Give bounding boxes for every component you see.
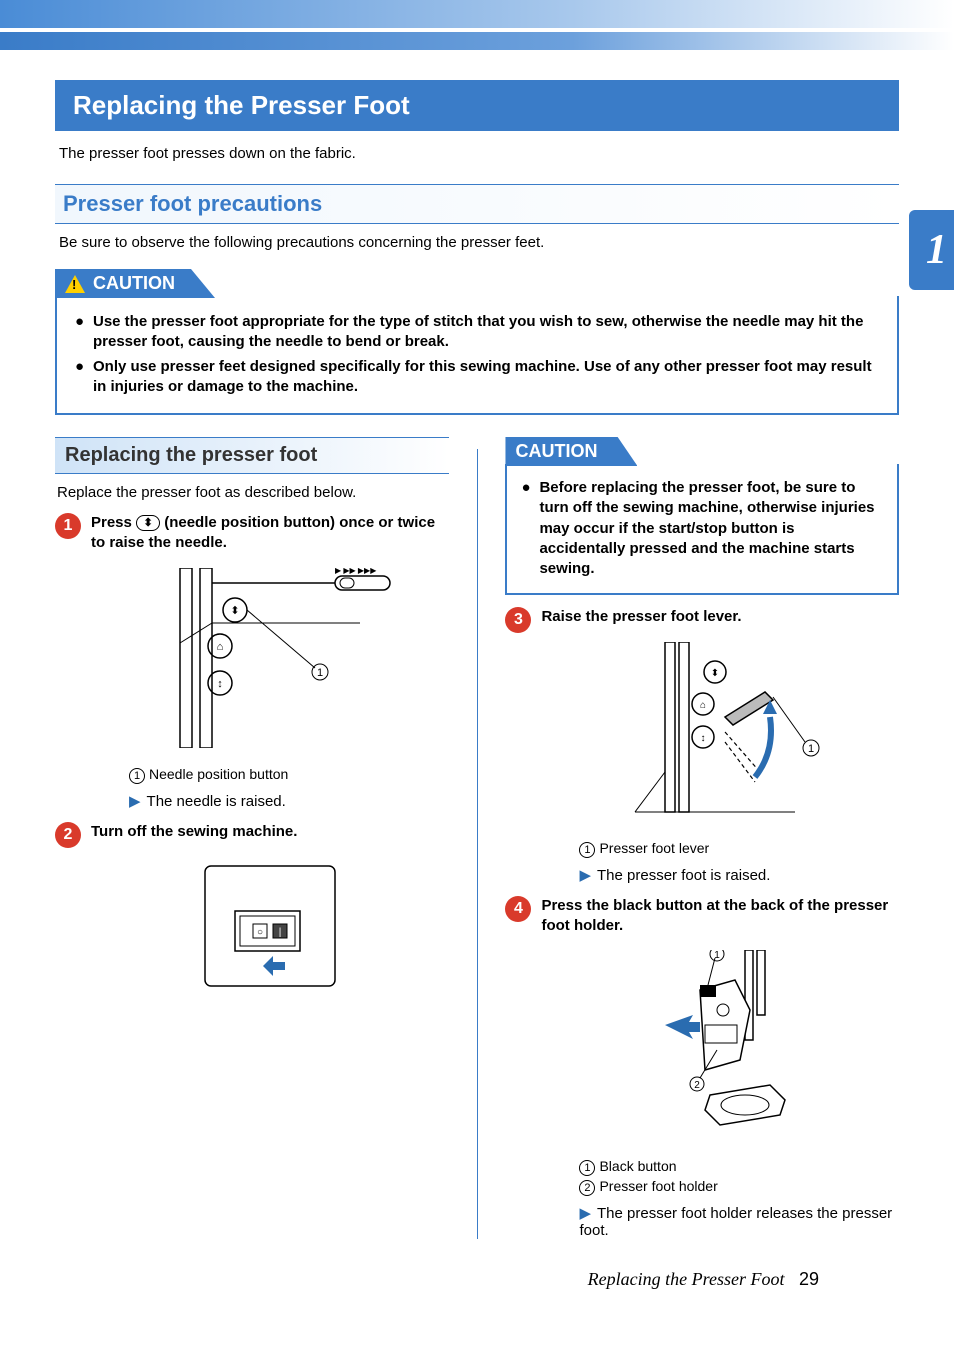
svg-text:|: |: [278, 927, 281, 938]
svg-text:↕: ↕: [217, 678, 223, 690]
step-1-figure: ▶ ▶▶ ▶▶▶ ⬍ ⌂ ↕ 1: [91, 568, 449, 752]
arrow-icon: ▶: [129, 793, 141, 810]
caution-right-text: Before replacing the presser foot, be su…: [521, 478, 883, 579]
intro-text: The presser foot presses down on the fab…: [59, 145, 895, 162]
main-title-text: Replacing the Presser Foot: [73, 90, 410, 120]
caution-item: Only use presser feet designed specifica…: [75, 357, 879, 398]
page-number: 29: [799, 1269, 819, 1289]
step-1-callouts: 1Needle position button: [129, 766, 449, 784]
chapter-tab: 1: [909, 210, 954, 290]
svg-text:⬍: ⬍: [711, 668, 719, 679]
caution-box-right: Before replacing the presser foot, be su…: [505, 464, 899, 595]
warning-icon: [65, 275, 85, 293]
step-4: 4 Press the black button at the back of …: [505, 896, 899, 1240]
caution-label: CAUTION: [515, 441, 597, 462]
step-3: 3 Raise the presser foot lever. ⬍ ⌂ ↕: [505, 607, 899, 883]
step-2: 2 Turn off the sewing machine. ○ |: [55, 822, 449, 1014]
columns: Replacing the presser foot Replace the p…: [55, 437, 899, 1239]
step-1-text: Press ⬍ (needle position button) once or…: [91, 513, 449, 554]
step-1: 1 Press ⬍ (needle position button) once …: [55, 513, 449, 810]
needle-position-icon: ⬍: [136, 515, 160, 531]
step-3-text: Raise the presser foot lever.: [541, 607, 899, 627]
step-3-callouts: 1Presser foot lever: [579, 840, 899, 858]
step-badge: 3: [505, 607, 531, 633]
step-4-text: Press the black button at the back of th…: [541, 896, 899, 937]
precautions-intro: Be sure to observe the following precaut…: [59, 234, 895, 251]
page-footer: Replacing the Presser Foot 29: [55, 1269, 899, 1290]
step-4-figure: 1 2: [541, 950, 899, 1144]
svg-text:▶ ▶▶ ▶▶▶: ▶ ▶▶ ▶▶▶: [335, 568, 377, 575]
precautions-heading: Presser foot precautions: [55, 184, 899, 224]
svg-text:2: 2: [694, 1080, 700, 1091]
step-4-callouts: 1Black button 2Presser foot holder: [579, 1158, 899, 1196]
step-badge: 4: [505, 896, 531, 922]
svg-text:1: 1: [317, 667, 323, 679]
caution-box: Use the presser foot appropriate for the…: [55, 296, 899, 415]
step-badge: 1: [55, 513, 81, 539]
left-column: Replacing the presser foot Replace the p…: [55, 437, 449, 1239]
main-title: Replacing the Presser Foot: [55, 80, 899, 131]
arrow-icon: ▶: [579, 867, 591, 884]
header-bar-1: [0, 0, 954, 28]
svg-text:↕: ↕: [701, 733, 706, 744]
svg-text:⌂: ⌂: [216, 641, 223, 653]
step-badge: 2: [55, 822, 81, 848]
caution-item: Use the presser foot appropriate for the…: [75, 312, 879, 353]
column-divider: [477, 449, 478, 1239]
svg-text:⌂: ⌂: [700, 700, 706, 711]
header-bar-2: [0, 32, 954, 50]
step-3-figure: ⬍ ⌂ ↕: [541, 642, 899, 826]
step-3-result: ▶The presser foot is raised.: [579, 866, 899, 884]
footer-title: Replacing the Presser Foot: [588, 1269, 785, 1289]
caution-tab: CAUTION: [55, 269, 215, 298]
step-2-figure: ○ |: [91, 856, 449, 1000]
page-content: 1 Replacing the Presser Foot The presser…: [0, 80, 954, 1320]
caution-tab-right: CAUTION: [505, 437, 637, 466]
svg-text:1: 1: [714, 950, 720, 961]
caution-label: CAUTION: [93, 273, 175, 294]
right-column: CAUTION Before replacing the presser foo…: [505, 437, 899, 1239]
arrow-icon: ▶: [579, 1205, 591, 1222]
svg-text:1: 1: [808, 743, 814, 755]
replace-intro: Replace the presser foot as described be…: [57, 484, 447, 501]
svg-text:⬍: ⬍: [230, 605, 239, 617]
svg-text:○: ○: [257, 927, 263, 938]
step-2-text: Turn off the sewing machine.: [91, 822, 449, 842]
replace-heading: Replacing the presser foot: [55, 437, 449, 474]
step-4-result: ▶The presser foot holder releases the pr…: [579, 1204, 899, 1239]
step-1-result: ▶The needle is raised.: [129, 792, 449, 810]
